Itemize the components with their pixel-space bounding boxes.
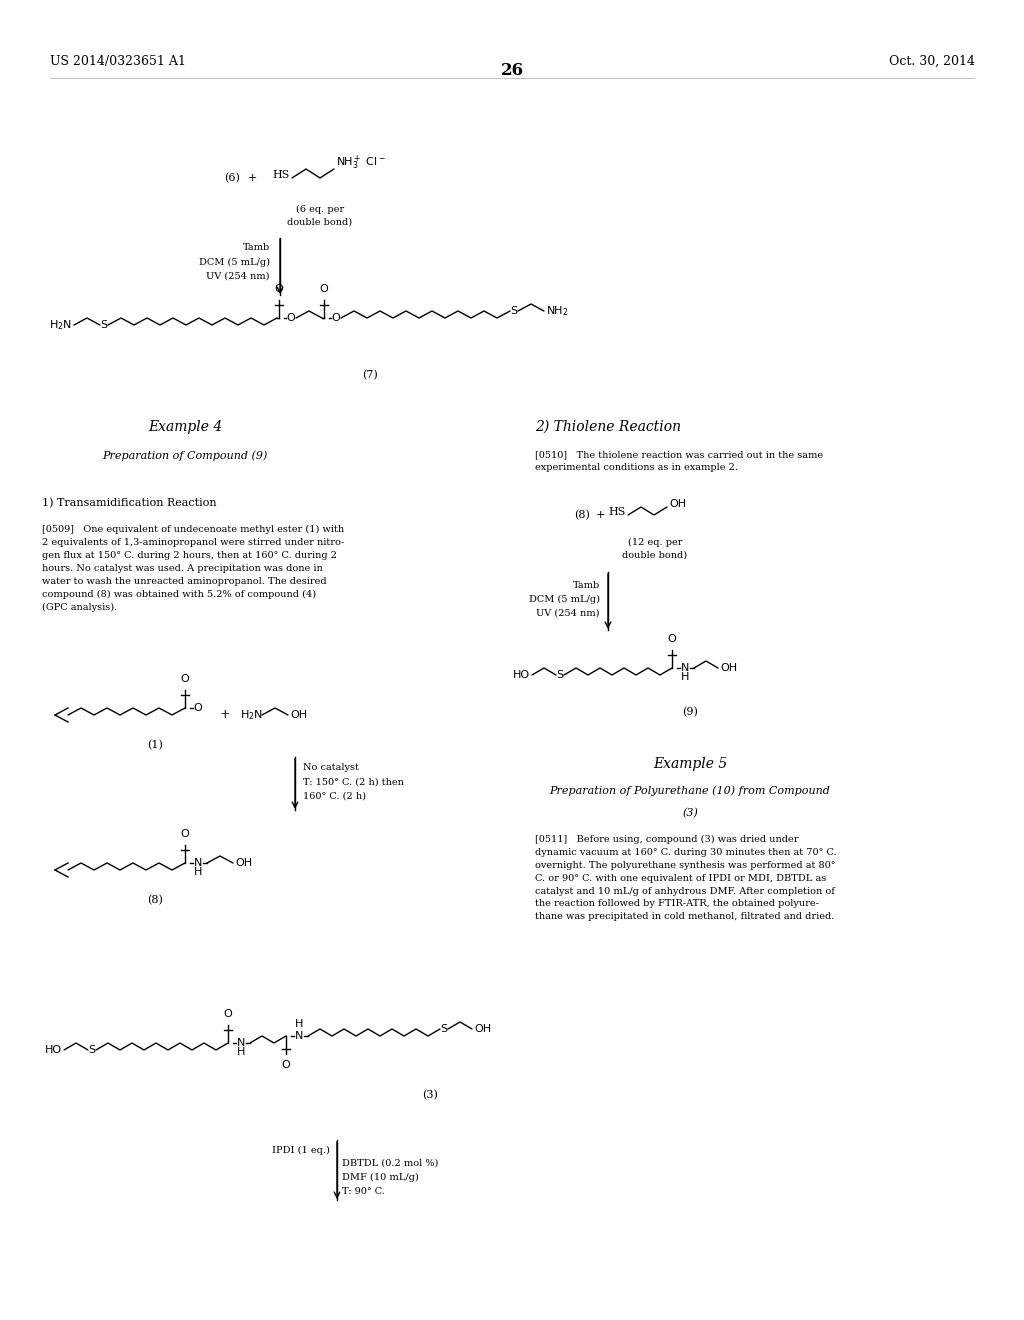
Text: HS: HS bbox=[272, 170, 290, 180]
Text: [0511]   Before using, compound (3) was dried under
dynamic vacuum at 160° C. du: [0511] Before using, compound (3) was dr… bbox=[535, 836, 837, 921]
Text: N: N bbox=[295, 1031, 303, 1041]
Text: Example 5: Example 5 bbox=[653, 756, 727, 771]
Text: T: 90° C.: T: 90° C. bbox=[342, 1187, 385, 1196]
Text: UV (254 nm): UV (254 nm) bbox=[207, 272, 270, 281]
Text: Preparation of Compound (9): Preparation of Compound (9) bbox=[102, 450, 267, 461]
Text: OH: OH bbox=[720, 663, 737, 673]
Text: O: O bbox=[332, 313, 340, 323]
Text: N: N bbox=[194, 858, 202, 869]
Text: HO: HO bbox=[513, 671, 530, 680]
Text: O: O bbox=[180, 675, 189, 684]
Text: O: O bbox=[668, 634, 677, 644]
Text: S: S bbox=[100, 319, 108, 330]
Text: S: S bbox=[88, 1045, 95, 1055]
Text: +: + bbox=[220, 709, 230, 722]
Text: (3): (3) bbox=[682, 808, 698, 818]
Text: OH: OH bbox=[234, 858, 252, 869]
Text: +: + bbox=[595, 510, 605, 520]
Text: (7): (7) bbox=[362, 370, 378, 380]
Text: IPDI (1 eq.): IPDI (1 eq.) bbox=[272, 1146, 330, 1155]
Text: UV (254 nm): UV (254 nm) bbox=[537, 609, 600, 618]
Text: OH: OH bbox=[474, 1024, 492, 1034]
Text: O: O bbox=[223, 1008, 232, 1019]
Text: OH: OH bbox=[290, 710, 307, 719]
Text: (12 eq. per: (12 eq. per bbox=[628, 539, 682, 546]
Text: DBTDL (0.2 mol %): DBTDL (0.2 mol %) bbox=[342, 1159, 438, 1167]
Text: T: 150° C. (2 h) then: T: 150° C. (2 h) then bbox=[303, 777, 403, 787]
Text: O: O bbox=[287, 313, 295, 323]
Text: (9): (9) bbox=[682, 706, 698, 717]
Text: 1) Transamidification Reaction: 1) Transamidification Reaction bbox=[42, 498, 217, 508]
Text: H: H bbox=[194, 867, 202, 876]
Text: NH$_3^+$ Cl$^-$: NH$_3^+$ Cl$^-$ bbox=[336, 154, 386, 172]
Text: O: O bbox=[194, 704, 203, 713]
Text: Tamb: Tamb bbox=[243, 243, 270, 252]
Text: O: O bbox=[180, 829, 189, 840]
Text: [0509]   One equivalent of undecenoate methyl ester (1) with
2 equivalents of 1,: [0509] One equivalent of undecenoate met… bbox=[42, 525, 344, 611]
Text: US 2014/0323651 A1: US 2014/0323651 A1 bbox=[50, 55, 186, 69]
Text: Oct. 30, 2014: Oct. 30, 2014 bbox=[889, 55, 975, 69]
Text: Preparation of Polyurethane (10) from Compound: Preparation of Polyurethane (10) from Co… bbox=[550, 785, 830, 796]
Text: O: O bbox=[274, 284, 284, 294]
Text: N: N bbox=[237, 1038, 245, 1048]
Text: double bond): double bond) bbox=[623, 550, 687, 560]
Text: O: O bbox=[319, 284, 329, 294]
Text: H$_2$N: H$_2$N bbox=[49, 318, 72, 331]
Text: Tamb: Tamb bbox=[572, 581, 600, 590]
Text: S: S bbox=[440, 1024, 447, 1034]
Text: 2) Thiolene Reaction: 2) Thiolene Reaction bbox=[535, 420, 681, 434]
Text: O: O bbox=[282, 1060, 291, 1071]
Text: (6): (6) bbox=[224, 173, 240, 183]
Text: H: H bbox=[681, 672, 689, 682]
Text: (3): (3) bbox=[422, 1090, 438, 1100]
Text: DCM (5 mL/g): DCM (5 mL/g) bbox=[199, 257, 270, 267]
Text: NH$_2$: NH$_2$ bbox=[546, 304, 568, 318]
Text: HS: HS bbox=[608, 507, 626, 517]
Text: No catalyst: No catalyst bbox=[303, 763, 358, 772]
Text: (6 eq. per: (6 eq. per bbox=[296, 205, 344, 214]
Text: H: H bbox=[237, 1047, 245, 1057]
Text: +: + bbox=[248, 173, 257, 183]
Text: H$_2$N: H$_2$N bbox=[240, 708, 263, 722]
Text: (8): (8) bbox=[147, 895, 163, 906]
Text: DCM (5 mL/g): DCM (5 mL/g) bbox=[529, 594, 600, 603]
Text: Example 4: Example 4 bbox=[147, 420, 222, 434]
Text: 26: 26 bbox=[501, 62, 523, 79]
Text: DMF (10 mL/g): DMF (10 mL/g) bbox=[342, 1172, 419, 1181]
Text: (8): (8) bbox=[574, 510, 590, 520]
Text: double bond): double bond) bbox=[288, 218, 352, 227]
Text: 160° C. (2 h): 160° C. (2 h) bbox=[303, 792, 366, 800]
Text: OH: OH bbox=[669, 499, 686, 510]
Text: [0510]   The thiolene reaction was carried out in the same
experimental conditio: [0510] The thiolene reaction was carried… bbox=[535, 450, 823, 471]
Text: (1): (1) bbox=[147, 739, 163, 750]
Text: S: S bbox=[556, 671, 563, 680]
Text: H: H bbox=[295, 1019, 303, 1030]
Text: N: N bbox=[681, 663, 689, 673]
Text: S: S bbox=[510, 306, 517, 315]
Text: HO: HO bbox=[45, 1045, 62, 1055]
